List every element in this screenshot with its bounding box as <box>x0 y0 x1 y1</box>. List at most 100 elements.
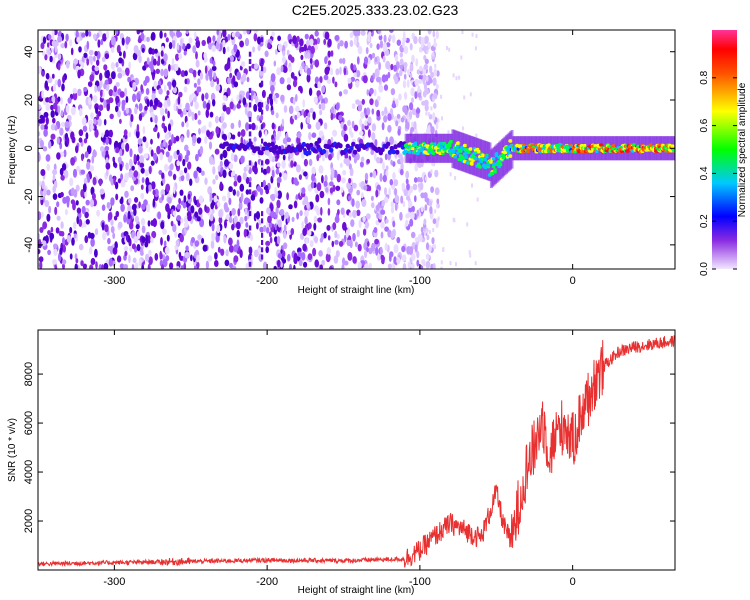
x-tick-label: -300 <box>103 275 125 287</box>
heat-cell <box>233 154 238 163</box>
heat-cell <box>319 237 324 243</box>
heat-cell <box>336 199 341 206</box>
heat-cell <box>178 154 182 163</box>
heat-cell <box>265 246 270 254</box>
heat-cell <box>306 116 310 124</box>
heat-cell <box>166 97 171 106</box>
heat-cell <box>423 262 426 267</box>
heat-cell <box>425 111 428 116</box>
heat-cell <box>334 81 338 88</box>
heat-cell <box>225 106 231 115</box>
heat-cell <box>399 58 404 66</box>
heat-cell <box>365 246 369 253</box>
heat-cell <box>323 122 328 130</box>
heat-cell <box>196 216 201 222</box>
heat-cell <box>86 161 91 170</box>
heat-cell <box>434 63 437 68</box>
heat-cell <box>59 127 64 136</box>
heat-cell <box>147 220 151 227</box>
heat-cell <box>224 36 229 43</box>
heat-cell <box>42 221 48 230</box>
heat-cell <box>105 162 111 170</box>
heat-cell <box>159 250 162 260</box>
heat-cell <box>242 30 247 35</box>
heat-cell <box>287 230 292 236</box>
heat-cell <box>179 234 184 243</box>
heat-cell <box>276 235 281 245</box>
heat-cell <box>38 65 42 74</box>
heat-cell <box>124 250 128 257</box>
heat-cell <box>89 232 95 239</box>
heat-cell <box>296 212 299 220</box>
heat-cell <box>410 231 416 239</box>
heat-cell <box>423 55 427 61</box>
heat-cell <box>394 202 398 211</box>
heat-cell <box>240 129 246 137</box>
heat-cell <box>210 202 215 210</box>
heat-cell <box>348 163 352 170</box>
heat-cell <box>319 264 323 269</box>
heat-cell <box>169 30 173 37</box>
heat-cell <box>403 188 408 197</box>
heat-cell <box>275 112 279 119</box>
heat-cell <box>77 88 82 97</box>
heat-cell <box>85 132 89 140</box>
heat-cell <box>163 53 168 62</box>
heat-cell <box>476 197 479 202</box>
heat-cell <box>113 160 116 168</box>
heat-cell <box>304 210 309 218</box>
heat-cell <box>229 262 233 269</box>
heat-cell <box>330 112 334 121</box>
heat-cell <box>86 145 92 155</box>
heat-cell <box>60 110 64 117</box>
heat-cell <box>138 103 143 112</box>
heat-cell <box>246 76 250 83</box>
heat-cell <box>367 129 371 138</box>
heat-cell <box>319 109 323 116</box>
heat-cell <box>350 76 356 82</box>
heat-cell <box>69 253 73 260</box>
heat-cell <box>102 231 107 241</box>
heat-cell <box>413 177 418 183</box>
heat-cell <box>164 246 170 255</box>
heat-cell <box>366 89 370 96</box>
heat-cell <box>65 60 70 69</box>
heat-cell <box>377 30 381 34</box>
heat-cell <box>236 103 241 109</box>
heat-cell <box>205 73 209 81</box>
heat-cell <box>194 31 197 40</box>
heat-cell <box>307 230 312 237</box>
heat-cell <box>306 201 310 209</box>
heat-cell <box>261 80 264 86</box>
heat-cell <box>221 195 227 202</box>
heat-cell <box>175 53 180 61</box>
heat-cell <box>125 162 129 171</box>
colorbar-tick-label: 0.8 <box>699 70 710 84</box>
heat-cell <box>393 256 397 265</box>
heat-cell <box>214 148 220 155</box>
heat-cell <box>193 251 197 259</box>
heat-cell <box>340 207 345 215</box>
heat-cell <box>267 42 271 48</box>
heat-cell <box>114 181 119 190</box>
heat-cell <box>334 230 338 239</box>
heat-cell <box>57 78 62 88</box>
heat-cell <box>128 131 132 138</box>
heat-cell <box>382 55 386 63</box>
heat-cell <box>128 221 134 230</box>
heat-cell <box>399 64 404 70</box>
heat-cell <box>302 243 307 252</box>
heat-cell <box>280 65 284 73</box>
heat-cell <box>281 160 286 169</box>
heat-cell <box>40 124 45 131</box>
heat-cell <box>98 264 102 269</box>
heat-cell <box>367 116 372 124</box>
heat-cell <box>365 107 371 116</box>
snr-x-label: Height of straight line (km) <box>298 585 415 596</box>
heat-cell <box>432 30 436 38</box>
heat-cell <box>508 154 513 158</box>
heat-cell <box>414 78 419 87</box>
heat-cell <box>160 142 164 149</box>
heat-cell <box>152 189 156 196</box>
heat-cell <box>38 118 44 124</box>
